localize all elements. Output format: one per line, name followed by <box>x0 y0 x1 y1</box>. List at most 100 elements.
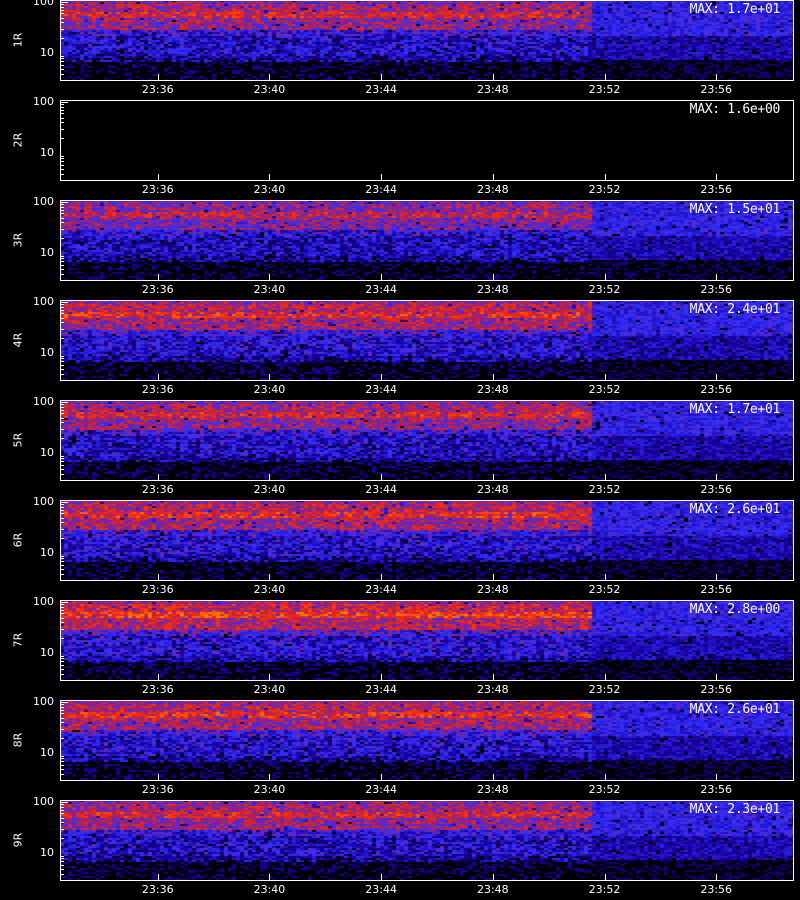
y-tick-label: 100 <box>33 795 54 809</box>
y-tick-label: 10 <box>40 146 54 160</box>
y-tick-mark <box>60 802 68 804</box>
x-tick-label: 23:40 <box>253 883 286 896</box>
max-value-label: MAX: 2.4e+01 <box>689 302 781 317</box>
y-tick-mark <box>60 722 64 724</box>
y-tick-mark <box>60 13 64 15</box>
panel-label: 8R <box>11 732 25 748</box>
y-tick-mark <box>60 728 64 730</box>
y-tick-mark <box>60 410 64 412</box>
y-tick-mark <box>60 717 64 719</box>
spectrogram-panel-1r: 1R 100 10 23:36 23:40 23:44 23:48 23:52 23:56 MAX… <box>0 0 800 100</box>
y-tick-mark <box>60 522 64 524</box>
y-tick-mark <box>60 868 64 870</box>
y-tick-mark <box>60 104 64 106</box>
x-tick-label: 23:40 <box>253 283 286 296</box>
y-tick-mark <box>60 817 64 819</box>
x-tick-mark <box>381 874 383 880</box>
x-tick-label: 23:56 <box>700 283 733 296</box>
y-tick-label: 10 <box>40 646 54 660</box>
y-tick-mark <box>60 155 64 157</box>
x-tick-label: 23:52 <box>588 783 621 796</box>
spectrogram-heatmap <box>60 200 793 280</box>
y-tick-label: 10 <box>40 746 54 760</box>
spectrogram-heatmap <box>60 600 793 680</box>
x-tick-mark <box>157 674 159 680</box>
y-tick-mark <box>60 17 64 19</box>
y-tick-mark <box>60 864 64 866</box>
y-tick-mark <box>60 113 64 115</box>
x-tick-label: 23:40 <box>253 783 286 796</box>
panel-label: 3R <box>11 232 25 248</box>
x-tick-label: 23:56 <box>700 483 733 496</box>
y-tick-mark <box>60 337 64 339</box>
y-tick-label: 100 <box>33 195 54 209</box>
x-tick-label: 23:52 <box>588 883 621 896</box>
spectrogram-panel-5r: 5R 100 10 23:36 23:40 23:44 23:48 23:52 23:56 MAX… <box>0 396 800 500</box>
x-tick-label: 23:44 <box>365 883 397 896</box>
x-tick-mark <box>492 874 494 880</box>
spectrogram-heatmap <box>60 700 793 780</box>
y-tick-mark <box>60 304 64 306</box>
y-tick-mark <box>60 710 64 712</box>
x-tick-mark <box>381 174 383 180</box>
y-tick-mark <box>60 804 64 806</box>
x-tick-label: 23:36 <box>141 883 174 896</box>
y-tick-mark <box>60 537 64 539</box>
y-tick-mark <box>60 828 64 830</box>
x-tick-label: 23:56 <box>700 583 733 596</box>
y-tick-mark <box>60 317 64 319</box>
y-tick-mark <box>60 513 64 515</box>
y-tick-mark <box>60 355 64 357</box>
spectrogram-plot <box>60 300 793 380</box>
x-tick-label: 23:36 <box>141 383 174 396</box>
y-tick-mark <box>60 28 64 30</box>
x-tick-mark <box>604 174 606 180</box>
y-tick-label: 100 <box>33 495 54 509</box>
y-tick-mark <box>60 758 64 760</box>
y-tick-mark <box>60 261 64 263</box>
y-tick-label: 100 <box>33 0 54 9</box>
y-tick-label: 100 <box>33 595 54 609</box>
y-tick-mark <box>60 464 64 466</box>
spectrogram-heatmap <box>60 100 793 180</box>
y-tick-mark <box>60 861 64 863</box>
y-tick-mark <box>60 564 64 566</box>
x-tick-label: 23:56 <box>700 83 733 96</box>
y-tick-mark <box>60 737 64 739</box>
y-tick-mark <box>60 702 68 704</box>
x-tick-mark <box>269 74 271 80</box>
y-tick-label: 10 <box>40 246 54 260</box>
x-tick-label: 23:40 <box>253 583 286 596</box>
spectrogram-plot <box>60 200 793 280</box>
y-tick-label: 10 <box>40 446 54 460</box>
y-tick-mark <box>60 813 64 815</box>
y-tick-mark <box>60 668 64 670</box>
spectrogram-heatmap <box>60 300 793 380</box>
x-tick-mark <box>381 74 383 80</box>
y-tick-mark <box>60 407 64 409</box>
x-tick-label: 23:40 <box>253 683 286 696</box>
max-value-label: MAX: 1.5e+01 <box>689 202 781 217</box>
x-tick-mark <box>381 774 383 780</box>
y-tick-mark <box>60 173 64 175</box>
x-tick-label: 23:48 <box>476 583 509 596</box>
y-tick-mark <box>60 561 64 563</box>
y-tick-mark <box>60 128 64 130</box>
spectrogram-panel-3r: 3R 100 10 23:36 23:40 23:44 23:48 23:52 23:56 MAX… <box>0 196 800 300</box>
y-tick-mark <box>60 213 64 215</box>
y-tick-mark <box>60 73 64 75</box>
x-tick-mark <box>157 274 159 280</box>
x-tick-mark <box>157 874 159 880</box>
x-tick-mark <box>381 374 383 380</box>
y-tick-mark <box>60 302 68 304</box>
x-tick-mark <box>157 574 159 580</box>
y-tick-mark <box>60 110 64 112</box>
y-tick-mark <box>60 58 64 60</box>
panel-label: 4R <box>11 332 25 348</box>
panel-label: 2R <box>11 132 25 148</box>
y-tick-mark <box>60 310 64 312</box>
y-tick-mark <box>60 402 68 404</box>
y-tick-label: 100 <box>33 295 54 309</box>
y-tick-mark <box>60 207 64 209</box>
y-tick-label: 10 <box>40 846 54 860</box>
